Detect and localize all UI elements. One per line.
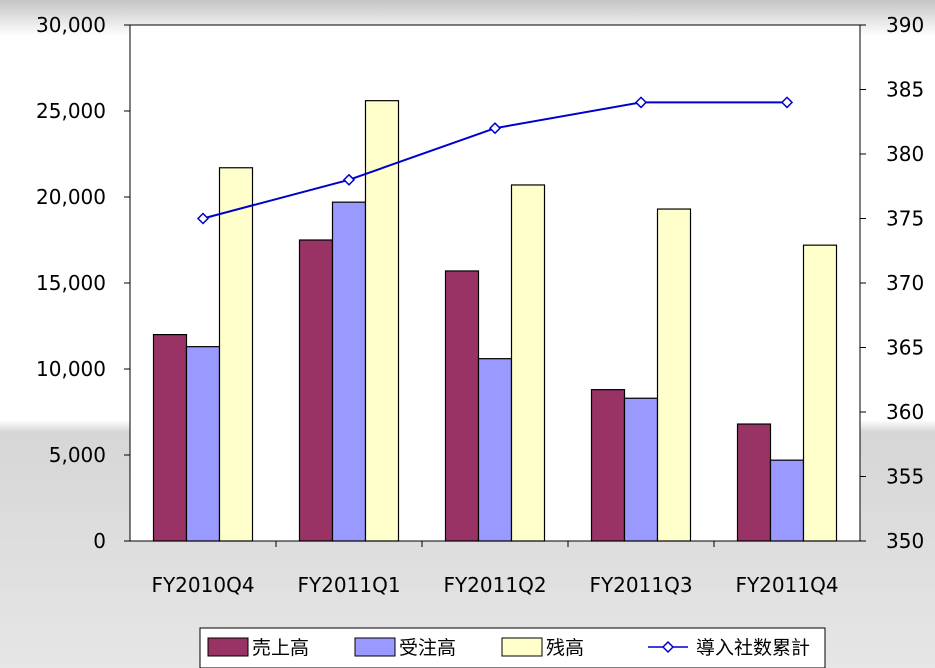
right-tick-label: 375 xyxy=(886,207,924,231)
legend-swatch xyxy=(501,637,543,657)
right-tick-label: 365 xyxy=(886,336,924,360)
right-tick-label: 350 xyxy=(886,529,924,553)
bar xyxy=(298,239,334,542)
bar xyxy=(802,244,838,542)
bar-series xyxy=(152,100,838,542)
bar xyxy=(736,423,772,542)
bar xyxy=(477,358,513,542)
legend-label: 売上高 xyxy=(252,637,309,659)
right-tick-label: 390 xyxy=(886,13,924,37)
line-point xyxy=(342,173,356,186)
category-label: FY2011Q4 xyxy=(735,573,838,597)
category-label: FY2010Q4 xyxy=(151,573,254,597)
line-point xyxy=(196,212,210,225)
left-tick-label: 10,000 xyxy=(36,357,106,381)
left-tick-label: 5,000 xyxy=(49,443,106,467)
line-series xyxy=(196,96,794,225)
left-tick-label: 15,000 xyxy=(36,271,106,295)
right-axis: 350 355 360 365 370 375 380 385 390 xyxy=(860,13,924,553)
bar xyxy=(444,270,480,542)
bar xyxy=(656,208,692,542)
legend-swatch xyxy=(207,637,249,657)
legend: 売上高 受注高 残高 導入社数累計 xyxy=(199,627,826,668)
left-tick-label: 25,000 xyxy=(36,99,106,123)
legend-label: 受注高 xyxy=(399,637,456,659)
bar xyxy=(769,459,805,542)
bar xyxy=(218,167,254,542)
right-tick-label: 385 xyxy=(886,78,924,102)
right-tick-label: 380 xyxy=(886,142,924,166)
bar xyxy=(185,346,221,542)
bar xyxy=(331,201,367,542)
line-point xyxy=(488,122,502,135)
legend-marker xyxy=(661,640,675,654)
left-tick-label: 30,000 xyxy=(36,13,106,37)
right-tick-label: 370 xyxy=(886,271,924,295)
category-axis: FY2010Q4 FY2011Q1 FY2011Q2 FY2011Q3 FY2011Q4 xyxy=(151,541,839,597)
right-tick-label: 355 xyxy=(886,465,924,489)
bar xyxy=(590,389,626,542)
category-label: FY2011Q2 xyxy=(443,573,546,597)
left-tick-label: 0 xyxy=(93,529,106,553)
left-tick-label: 20,000 xyxy=(36,185,106,209)
right-tick-label: 360 xyxy=(886,400,924,424)
legend-label: 導入社数累計 xyxy=(696,637,810,659)
legend-label: 残高 xyxy=(546,637,584,659)
category-label: FY2011Q3 xyxy=(589,573,692,597)
legend-swatch xyxy=(354,637,396,657)
left-axis: 0 5,000 10,000 15,000 20,000 25,000 30,000 xyxy=(36,13,130,553)
category-label: FY2011Q1 xyxy=(297,573,400,597)
bar xyxy=(152,334,188,542)
bar xyxy=(364,100,400,542)
line-point xyxy=(634,96,648,109)
bar xyxy=(510,184,546,542)
line-point xyxy=(780,96,794,109)
bar xyxy=(623,397,659,542)
